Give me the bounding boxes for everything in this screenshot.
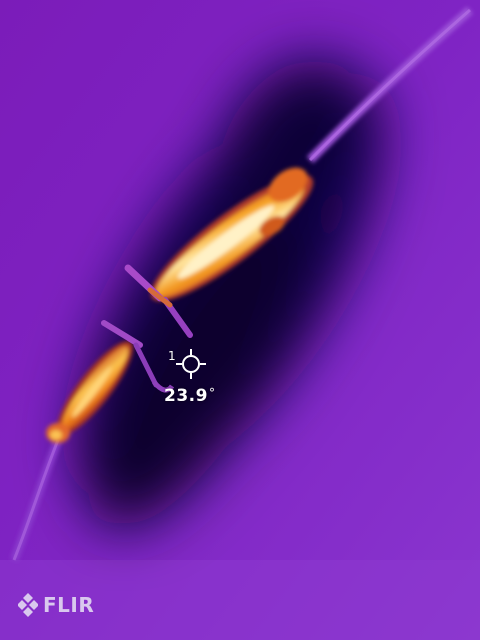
brand-logo: FLIR bbox=[18, 592, 94, 618]
crosshair-icon bbox=[176, 349, 206, 379]
flir-logo-icon bbox=[18, 593, 38, 617]
spot-meter-temperature: 23.9° bbox=[164, 386, 215, 406]
brand-name: FLIR bbox=[43, 593, 95, 617]
temperature-value: 23.9 bbox=[164, 386, 208, 406]
spot-meter-index: 1 bbox=[168, 349, 176, 363]
temperature-unit: ° bbox=[208, 386, 216, 400]
